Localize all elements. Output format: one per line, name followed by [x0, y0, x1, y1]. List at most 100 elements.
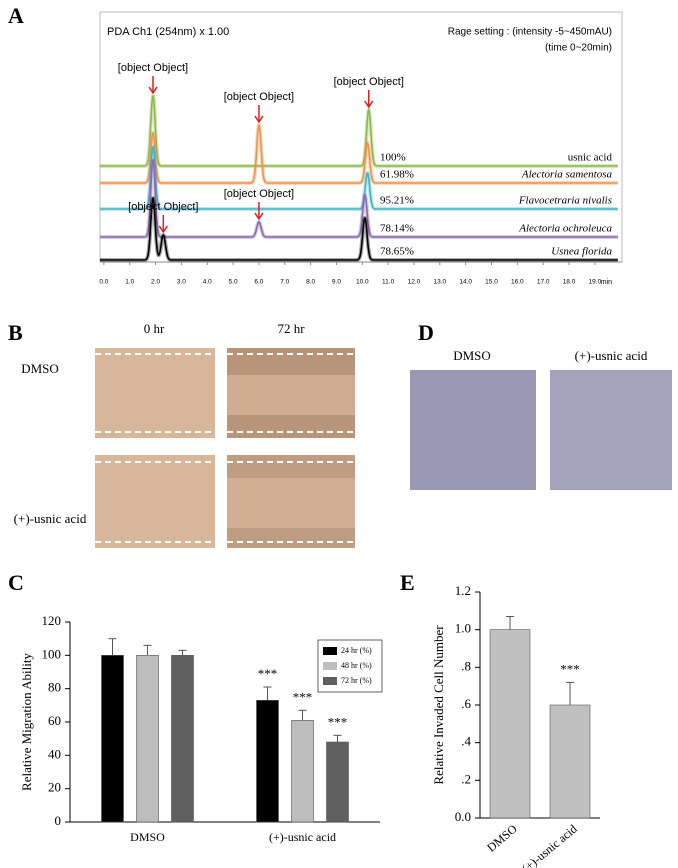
annotation: [object Object] — [224, 188, 294, 200]
annotation: [object Object] — [334, 76, 404, 88]
trace-name: Usnea florida — [551, 246, 612, 258]
peak — [152, 159, 154, 161]
arrow-head — [148, 86, 158, 95]
bar — [549, 704, 591, 819]
x-tick-label: 6.0 — [254, 279, 263, 286]
legend-label: 24 hr (%) — [341, 646, 372, 655]
trace-percent: 100% — [380, 152, 406, 164]
bar — [256, 700, 279, 823]
peak — [367, 109, 370, 111]
x-tick-label: 7.0 — [280, 279, 289, 286]
trace-percent: 78.14% — [380, 223, 414, 235]
y-tick-label: 0.0 — [455, 809, 471, 824]
legend-label: 72 hr (%) — [341, 676, 372, 685]
legend-swatch — [323, 647, 337, 655]
trace — [100, 159, 618, 238]
note: Rage setting : (intensity -5~450mAU) — [448, 27, 612, 38]
row-label: DMSO — [21, 361, 59, 376]
row-label: (+)-usnic acid — [14, 511, 87, 526]
peak — [364, 217, 366, 219]
y-tick-label: .8 — [461, 658, 471, 673]
x-tick-label: 1.0 — [125, 279, 134, 286]
x-tick-label: 17.0 — [537, 279, 550, 286]
bar — [136, 655, 159, 823]
y-tick-label: 60 — [48, 713, 61, 728]
trace — [100, 197, 618, 261]
panel-letter: C — [8, 570, 24, 595]
y-tick-label: 120 — [42, 613, 62, 628]
x-tick-label: (+)-usnic acid — [519, 822, 579, 868]
trace — [100, 124, 618, 184]
micrograph — [95, 455, 215, 548]
peak — [366, 142, 369, 144]
annotation: [object Object] — [128, 201, 198, 213]
x-tick-label: 8.0 — [306, 279, 315, 286]
column-label: (+)-usnic acid — [575, 348, 648, 363]
x-tick-label: 10.0 — [356, 279, 369, 286]
x-tick-label: 18.0 — [563, 279, 576, 286]
x-axis-label: min — [601, 279, 612, 286]
trace — [100, 95, 618, 167]
bar — [171, 655, 194, 823]
y-tick-label: 0 — [55, 813, 62, 828]
y-tick-label: 40 — [48, 746, 61, 761]
y-axis-label: Relative Migration Ability — [19, 653, 34, 791]
column-label: 0 hr — [144, 321, 165, 336]
peak — [162, 234, 165, 236]
trace-name: Alectoria ochroleuca — [518, 223, 612, 235]
bar — [101, 655, 124, 823]
x-tick-label: 9.0 — [332, 279, 341, 286]
panel-letter: A — [8, 3, 24, 28]
peak — [152, 146, 154, 148]
peak — [366, 172, 369, 174]
x-tick-label: 11.0 — [382, 279, 395, 286]
y-tick-label: 1.0 — [455, 621, 471, 636]
x-tick-label: 14.0 — [459, 279, 472, 286]
peak — [364, 194, 366, 196]
y-tick-label: 80 — [48, 680, 61, 695]
peak — [258, 221, 260, 223]
trace-percent: 61.98% — [380, 169, 414, 181]
column-label: 72 hr — [277, 321, 305, 336]
annotation: [object Object] — [118, 62, 188, 74]
y-tick-label: 20 — [48, 780, 61, 795]
x-tick-label: 0.0 — [99, 279, 108, 286]
trace-name: usnic acid — [568, 152, 613, 164]
legend-swatch — [323, 662, 337, 670]
micrograph — [410, 370, 536, 490]
trace-percent: 78.65% — [380, 246, 414, 258]
x-tick-label: 12.0 — [408, 279, 421, 286]
chromatogram-frame — [99, 11, 623, 263]
peak — [152, 197, 154, 199]
wound-gap — [227, 375, 355, 415]
x-tick-label: 19.0 — [589, 279, 602, 286]
legend-swatch — [323, 677, 337, 685]
bar — [326, 741, 349, 823]
panel-letter: D — [418, 320, 434, 345]
x-tick-label: 13.0 — [433, 279, 446, 286]
peak — [152, 95, 154, 97]
arrow-head — [254, 212, 264, 221]
arrow-head — [254, 115, 264, 124]
y-axis-label: Relative Invaded Cell Number — [431, 625, 446, 785]
arrow-head — [364, 100, 374, 109]
peak — [152, 132, 154, 134]
x-tick-label: 2.0 — [151, 279, 160, 286]
significance: *** — [258, 666, 278, 681]
x-tick-label: 4.0 — [203, 279, 212, 286]
micrographs — [95, 348, 355, 548]
y-tick-label: .6 — [461, 696, 471, 711]
bar — [291, 720, 314, 823]
x-tick-label: 15.0 — [485, 279, 498, 286]
trace-name: Alectoria samentosa — [521, 169, 613, 181]
annotation: [object Object] — [224, 91, 294, 103]
panel-letter: B — [8, 320, 23, 345]
significance: *** — [560, 661, 580, 676]
note: (time 0~20min) — [545, 43, 612, 54]
x-tick-label: (+)-usnic acid — [269, 830, 336, 844]
micrograph — [95, 348, 215, 438]
legend-label: 48 hr (%) — [341, 661, 372, 670]
micrograph — [550, 370, 672, 490]
trace-name: Flavocetraria nivalis — [518, 195, 612, 207]
chromatogram-title: PDA Ch1 (254nm) x 1.00 — [107, 26, 229, 38]
